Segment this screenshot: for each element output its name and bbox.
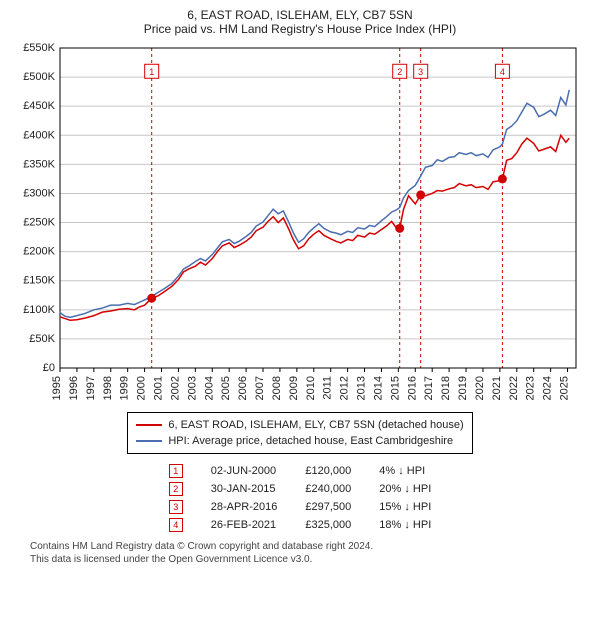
legend-row: HPI: Average price, detached house, East… (136, 433, 463, 449)
event-badge-number: 2 (397, 67, 402, 77)
x-axis-label: 1995 (51, 376, 63, 400)
event-delta: 18% ↓ HPI (365, 516, 445, 534)
x-axis-label: 2008 (271, 376, 283, 400)
y-axis-label: £50K (29, 333, 55, 345)
event-badge-number: 4 (500, 67, 505, 77)
x-axis-label: 2014 (372, 376, 384, 400)
footer-line: This data is licensed under the Open Gov… (30, 553, 588, 566)
event-badge: 1 (169, 464, 183, 478)
event-badge: 2 (169, 482, 183, 496)
x-axis-label: 2022 (508, 376, 520, 400)
page-subtitle: Price paid vs. HM Land Registry's House … (12, 22, 588, 36)
x-axis-label: 2005 (220, 376, 232, 400)
event-date: 26-FEB-2021 (197, 516, 292, 534)
y-axis-label: £500K (23, 71, 55, 83)
x-axis-label: 2004 (203, 376, 215, 400)
event-badge-number: 1 (149, 67, 154, 77)
x-axis-label: 2013 (356, 376, 368, 400)
x-axis-label: 2006 (237, 376, 249, 400)
x-axis-label: 2007 (254, 376, 266, 400)
event-delta: 15% ↓ HPI (365, 498, 445, 516)
x-axis-label: 2003 (186, 376, 198, 400)
x-axis-label: 2021 (491, 376, 503, 400)
table-row: 3 28-APR-2016£297,50015% ↓ HPI (155, 498, 446, 516)
x-axis-label: 1997 (85, 376, 97, 400)
x-axis-label: 1999 (119, 376, 131, 400)
x-axis-label: 2009 (288, 376, 300, 400)
legend-label: 6, EAST ROAD, ISLEHAM, ELY, CB7 5SN (det… (168, 419, 463, 431)
event-marker (395, 224, 404, 233)
y-axis-label: £350K (23, 158, 55, 170)
table-row: 4 26-FEB-2021£325,00018% ↓ HPI (155, 516, 446, 534)
event-badge-number: 3 (418, 67, 423, 77)
legend-swatch (136, 440, 162, 442)
x-axis-label: 2001 (153, 376, 165, 400)
table-row: 1 02-JUN-2000£120,0004% ↓ HPI (155, 462, 446, 480)
x-axis-label: 2017 (423, 376, 435, 400)
event-date: 30-JAN-2015 (197, 480, 292, 498)
y-axis-label: £550K (23, 42, 55, 54)
x-axis-label: 1996 (68, 376, 80, 400)
x-axis-label: 2011 (322, 376, 334, 400)
y-axis-label: £300K (23, 187, 55, 199)
page-title: 6, EAST ROAD, ISLEHAM, ELY, CB7 5SN (12, 8, 588, 22)
footer-line: Contains HM Land Registry data © Crown c… (30, 540, 588, 553)
legend-label: HPI: Average price, detached house, East… (168, 435, 453, 447)
legend: 6, EAST ROAD, ISLEHAM, ELY, CB7 5SN (det… (127, 412, 472, 454)
x-axis-label: 2002 (169, 376, 181, 400)
legend-swatch (136, 424, 162, 426)
event-marker (416, 190, 425, 199)
event-delta: 20% ↓ HPI (365, 480, 445, 498)
chart-svg: £0 £50K £100K £150K £200K £250K £300K £350K £400… (12, 42, 588, 402)
event-date: 28-APR-2016 (197, 498, 292, 516)
x-axis-label: 2015 (389, 376, 401, 400)
x-axis-label: 2020 (474, 376, 486, 400)
legend-row: 6, EAST ROAD, ISLEHAM, ELY, CB7 5SN (det… (136, 417, 463, 433)
footer-attribution: Contains HM Land Registry data © Crown c… (30, 540, 588, 566)
x-axis-label: 1998 (102, 376, 114, 400)
event-price: £325,000 (291, 516, 365, 534)
y-axis-label: £0 (43, 362, 55, 374)
event-price: £120,000 (291, 462, 365, 480)
transactions-table: 1 02-JUN-2000£120,0004% ↓ HPI 2 30-JAN-2015… (155, 462, 446, 534)
table-row: 2 30-JAN-2015£240,00020% ↓ HPI (155, 480, 446, 498)
event-marker (147, 294, 156, 303)
x-axis-label: 2016 (406, 376, 418, 400)
y-axis-label: £200K (23, 246, 55, 258)
x-axis-label: 2023 (525, 376, 537, 400)
price-chart: £0 £50K £100K £150K £200K £250K £300K £350K £400… (12, 42, 588, 402)
y-axis-label: £400K (23, 129, 55, 141)
x-axis-label: 2012 (339, 376, 351, 400)
event-price: £240,000 (291, 480, 365, 498)
x-axis-label: 2010 (305, 376, 317, 400)
x-axis-label: 2019 (457, 376, 469, 400)
event-marker (498, 174, 507, 183)
event-date: 02-JUN-2000 (197, 462, 292, 480)
event-delta: 4% ↓ HPI (365, 462, 445, 480)
y-axis-label: £150K (23, 275, 55, 287)
event-price: £297,500 (291, 498, 365, 516)
y-axis-label: £450K (23, 100, 55, 112)
x-axis-label: 2025 (559, 376, 571, 400)
x-axis-label: 2018 (440, 376, 452, 400)
y-axis-label: £100K (23, 304, 55, 316)
event-badge: 3 (169, 500, 183, 514)
x-axis-label: 2000 (136, 376, 148, 400)
x-axis-label: 2024 (542, 376, 554, 400)
y-axis-label: £250K (23, 217, 55, 229)
event-badge: 4 (169, 518, 183, 532)
